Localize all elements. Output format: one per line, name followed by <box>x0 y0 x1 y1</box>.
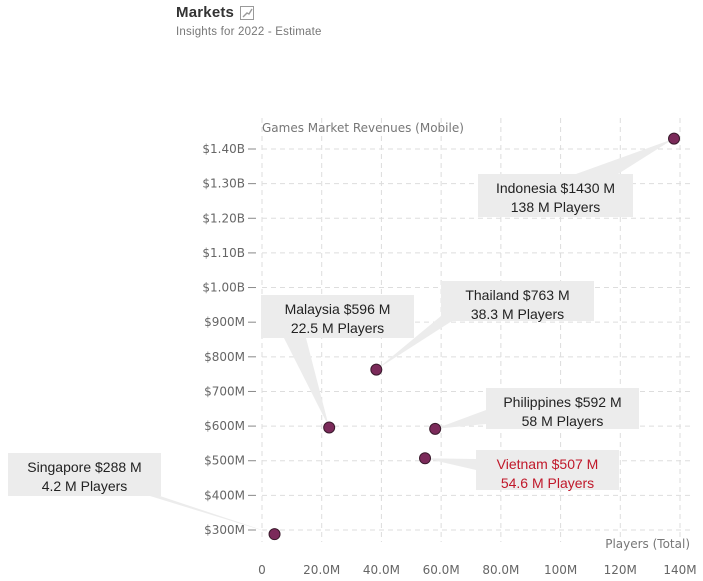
y-tick-label: $400M <box>204 488 245 502</box>
callout-label-revenue: Indonesia $1430 M <box>496 180 615 196</box>
axes: $300M $400M $500M $600M $700M $800M $900M $1.00… <box>202 142 696 577</box>
y-tick-label: $1.00B <box>202 281 245 295</box>
callout-pointer <box>435 410 486 429</box>
y-tick-label: $900M <box>204 315 245 329</box>
callout-pointer <box>150 496 275 535</box>
data-point-singapore <box>268 528 281 541</box>
callout-pointer <box>284 338 330 428</box>
x-axis-title: Players (Total) <box>605 537 690 551</box>
callout-label-players: 138 M Players <box>511 199 600 215</box>
callout-box <box>478 174 633 217</box>
y-tick-label: $700M <box>204 384 245 398</box>
callout-box <box>476 450 619 490</box>
callout-label-players: 38.3 M Players <box>471 306 564 322</box>
callout-pointer <box>376 316 452 370</box>
callout-box <box>441 281 594 321</box>
callout-label-players: 4.2 M Players <box>42 478 128 494</box>
callout-box <box>8 453 161 496</box>
y-tick-label: $300M <box>204 523 245 537</box>
callout-label-players: 58 M Players <box>522 413 604 429</box>
data-point-thailand <box>370 363 383 376</box>
y-axis-title: Games Market Revenues (Mobile) <box>262 121 464 135</box>
x-tick-label: 100M <box>544 563 577 577</box>
callout-pointer <box>425 458 476 470</box>
data-point-malaysia <box>323 421 336 434</box>
trend-line-icon[interactable] <box>240 5 255 20</box>
y-tick-label: $1.40B <box>202 142 245 156</box>
x-tick-label: 60.0M <box>423 563 460 577</box>
y-tick-label: $800M <box>204 350 245 364</box>
y-tick-label: $1.30B <box>202 177 245 191</box>
page-title: Markets <box>176 4 235 21</box>
data-point-indonesia <box>668 132 681 145</box>
y-tick-label: $1.10B <box>202 246 245 260</box>
callout-box <box>261 295 414 338</box>
x-tick-label: 140M <box>663 563 696 577</box>
callout-label-revenue: Thailand $763 M <box>465 287 569 303</box>
callout-label-revenue: Singapore $288 M <box>27 459 141 475</box>
x-tick-label: 80.0M <box>482 563 519 577</box>
data-points <box>268 132 681 541</box>
x-tick-label: 20.0M <box>303 563 340 577</box>
data-point-philippines <box>429 422 442 435</box>
callout-box <box>486 388 639 429</box>
data-point-vietnam <box>419 452 432 465</box>
x-tick-label: 120M <box>604 563 637 577</box>
y-tick-label: $1.20B <box>202 211 245 225</box>
callout-label-revenue: Malaysia $596 M <box>285 301 391 317</box>
title-row: Markets <box>176 4 322 21</box>
y-tick-label: $500M <box>204 454 245 468</box>
y-tick-label: $600M <box>204 419 245 433</box>
chart-header: Markets Insights for 2022 - Estimate <box>176 4 322 38</box>
callouts: Indonesia $1430 M 138 M Players Thailand $… <box>8 138 675 535</box>
callout-pointer <box>576 138 675 174</box>
callout-label-revenue: Vietnam $507 M <box>497 456 599 472</box>
callout-label-revenue: Philippines $592 M <box>503 394 621 410</box>
page-subtitle: Insights for 2022 - Estimate <box>176 26 322 38</box>
x-tick-label: 40.0M <box>363 563 400 577</box>
x-tick-label: 0 <box>258 563 266 577</box>
callout-label-players: 54.6 M Players <box>501 475 594 491</box>
callout-label-players: 22.5 M Players <box>291 320 384 336</box>
